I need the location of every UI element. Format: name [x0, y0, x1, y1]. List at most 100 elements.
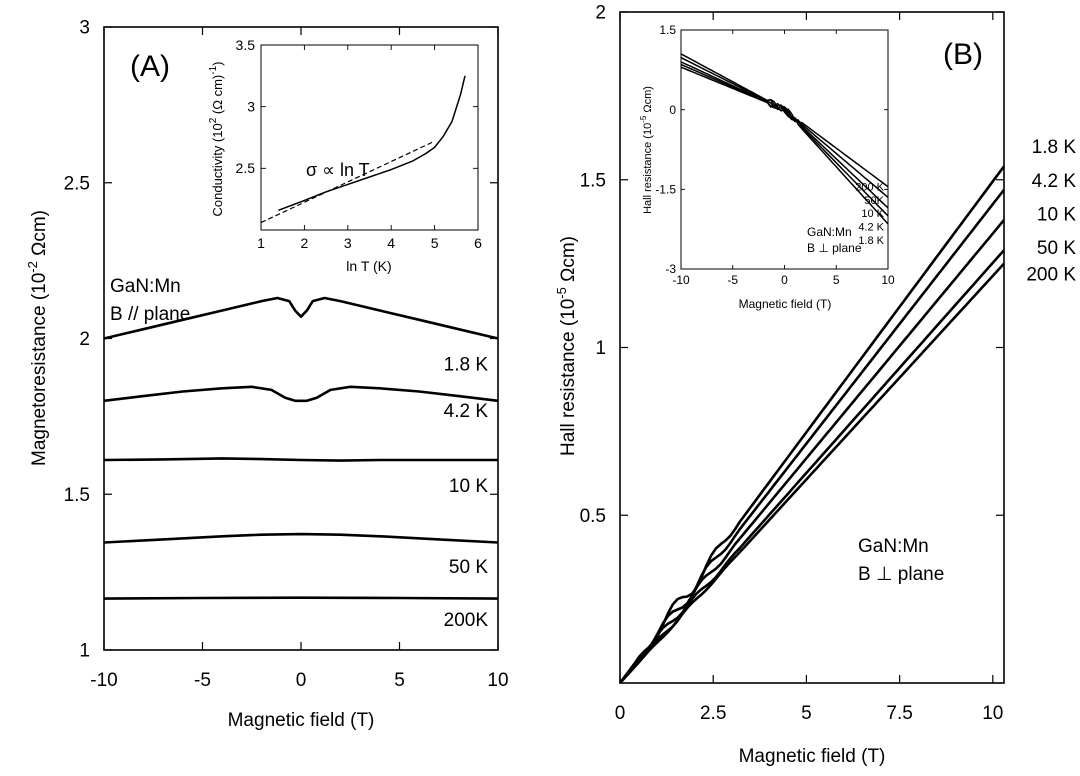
panel-b-inset-y-tick-label: -3	[665, 262, 676, 276]
panel-b-inset-series-line-4	[680, 63, 889, 217]
panel-b-inset-series-label-5: 1.8 K	[858, 235, 884, 247]
panel-a-y-tick-label: 1.5	[64, 485, 90, 506]
panel-a-inset-y-axis-title: Conductivity (102 (Ω cm)-1)	[208, 62, 225, 217]
panel-a-inset-x-axis-title: ln T (K)	[346, 258, 391, 274]
panel-a-inset-x-tick-label: 2	[301, 235, 309, 251]
panel-b-inset-y-tick-label: 0	[669, 103, 676, 117]
panel-a-series-line-4	[103, 532, 499, 544]
panel-b-inset-series-line-5	[680, 66, 889, 225]
panel-b-inset-x-tick-label: 10	[881, 273, 895, 287]
panel-b-series-line-3	[618, 219, 1006, 684]
panel-a-y-tick-label: 2	[79, 329, 90, 350]
panel-b-y-axis-title: Hall resistance (10-5 Ωcm)	[554, 236, 579, 456]
panel-a-y-axis-title: Magnetoresistance (10-2 Ωcm)	[25, 210, 50, 466]
panel-b-inset-series	[680, 53, 889, 225]
panel-b-series-line-1	[618, 165, 1006, 684]
panel-a-series-label-1: 1.8 K	[444, 354, 489, 375]
panel-b: (B) 0 2.5 5 7.5 10 0.511.52 1.8 K4.2 K10 K50…	[554, 3, 1076, 767]
panel-b-series	[618, 165, 1006, 684]
panel-b-series-label-5: 200 K	[1026, 265, 1076, 286]
panel-b-frame	[619, 11, 1005, 684]
panel-a-annotation-line-1: GaN:Mn	[110, 276, 181, 297]
panel-a-series-label-2: 4.2 K	[444, 401, 489, 422]
panel-a-series-line-5	[103, 596, 499, 600]
panel-a-inset-x-tick-label: 1	[257, 235, 265, 251]
panel-b-series-labels: 1.8 K 4.2 K 10 K 50 K 200 K	[1026, 137, 1076, 285]
panel-b-series-label-1: 1.8 K	[1032, 137, 1077, 158]
panel-b-inset-y-axis-title: Hall resistance (10-5 Ωcm)	[639, 86, 654, 214]
panel-b-y-tick-label: 1	[595, 338, 606, 359]
panel-b-series-line-2	[618, 189, 1006, 684]
panel-a-inset-series-data	[278, 75, 466, 212]
panel-b-inset-y-tick-label: -1.5	[655, 183, 676, 197]
panel-b-x-tick-label: 5	[801, 703, 812, 724]
panel-b-x-tick-label: 2.5	[700, 703, 726, 724]
panel-a-series-line-3	[103, 457, 498, 462]
panel-b-annotation-line-2: B ⊥ plane	[858, 564, 944, 585]
panel-b-inset-series-line-3	[680, 61, 889, 209]
panel-b-inset-x-axis: -10 -5 0 5 10	[672, 30, 895, 287]
panel-b-inset-series-label-3: 10 K	[861, 208, 884, 220]
panel-b-inset-y-tick-label: 1.5	[659, 23, 676, 37]
panel-b-x-tick-label: 0	[615, 703, 626, 724]
panel-a-inset-x-tick-label: 5	[431, 235, 439, 251]
panel-b-series-label-4: 50 K	[1037, 238, 1076, 259]
panel-a-inset-series-fit	[260, 140, 435, 224]
panel-a-inset-x-tick-label: 6	[474, 235, 482, 251]
panel-a-x-tick-label: -10	[90, 670, 117, 691]
panel-b-inset-x-tick-label: 5	[833, 273, 840, 287]
panel-a-series-label-3: 10 K	[449, 476, 488, 497]
panel-a-inset: 1 2 3 4 5 6 2.5 3 3.5 σ ∝ ln T ln T (K) Conduct…	[208, 37, 482, 274]
panel-a-x-tick-label: 0	[296, 670, 307, 691]
panel-a-x-tick-label: 10	[487, 670, 508, 691]
panel-b-x-axis: 0 2.5 5 7.5 10	[615, 12, 1003, 724]
panel-b-annotation-line-1: GaN:Mn	[858, 536, 929, 557]
panel-a-series-line-2	[103, 385, 499, 403]
panel-b-inset-annotation-line-2: B ⊥ plane	[807, 241, 862, 255]
panel-a-series-label-5: 200K	[444, 610, 489, 631]
panel-a-inset-y-tick-label: 2.5	[236, 160, 256, 176]
panel-a-series	[103, 296, 499, 600]
panel-a-series-line-1	[103, 296, 499, 340]
panel-b-y-tick-label: 1.5	[580, 170, 606, 191]
panel-a-x-axis-title: Magnetic field (T)	[228, 710, 375, 731]
panel-a-annotation-line-2: B // plane	[110, 304, 190, 325]
panel-b-x-axis-title: Magnetic field (T)	[739, 746, 886, 767]
panel-b-inset-series-label-2: 50K	[864, 195, 884, 207]
panel-b-x-tick-label: 7.5	[886, 703, 912, 724]
panel-b-series-label-2: 4.2 K	[1032, 171, 1077, 192]
panel-a-inset-frame	[260, 44, 479, 231]
panel-b-series-line-5	[619, 262, 1005, 684]
panel-a-inset-annotation: σ ∝ ln T	[306, 160, 370, 180]
panel-b-inset-x-tick-label: 0	[781, 273, 788, 287]
panel-b-inset-series-label-1: 200 K	[855, 182, 884, 194]
panel-a-x-axis: -10 -5 0 5 10	[90, 27, 509, 691]
panel-a-inset-y-tick-label: 3.5	[236, 37, 256, 53]
panel-a-series-labels: 1.8 K 4.2 K 10 K 50 K 200K	[444, 354, 489, 630]
panel-b-inset-x-tick-label: -5	[727, 273, 738, 287]
panel-a: (A) -10 -5 0 5 10 1 1.5 2 2.5 3 1.8 K 4.2 K 10 K 50…	[25, 18, 509, 731]
panel-b-inset-x-tick-label: -10	[672, 273, 690, 287]
panel-b-inset-annotation-line-1: GaN:Mn	[807, 225, 852, 239]
panel-b-y-tick-label: 2	[595, 3, 606, 24]
panel-a-frame	[103, 26, 499, 651]
panel-b-y-tick-label: 0.5	[580, 506, 606, 527]
panel-a-x-tick-label: 5	[394, 670, 405, 691]
panel-b-series-label-3: 10 K	[1037, 204, 1076, 225]
panel-a-y-tick-label: 1	[79, 641, 90, 662]
panel-a-y-tick-label: 2.5	[64, 173, 90, 194]
panel-a-inset-x-tick-label: 3	[344, 235, 352, 251]
panel-a-label: (A)	[130, 50, 170, 83]
panel-b-x-tick-label: 10	[982, 703, 1003, 724]
panel-a-inset-x-tick-label: 4	[387, 235, 395, 251]
panel-a-y-axis: 1 1.5 2 2.5 3	[64, 18, 498, 662]
panel-a-y-tick-label: 3	[79, 18, 90, 39]
panel-b-y-axis: 0.5 1 1.5 2	[580, 3, 1004, 527]
panel-a-inset-y-axis: 2.5 3 3.5	[236, 37, 478, 176]
panel-b-label: (B)	[943, 38, 983, 71]
panel-b-inset-x-axis-title: Magnetic field (T)	[739, 297, 832, 311]
panel-a-inset-x-axis: 1 2 3 4 5 6	[257, 45, 482, 251]
